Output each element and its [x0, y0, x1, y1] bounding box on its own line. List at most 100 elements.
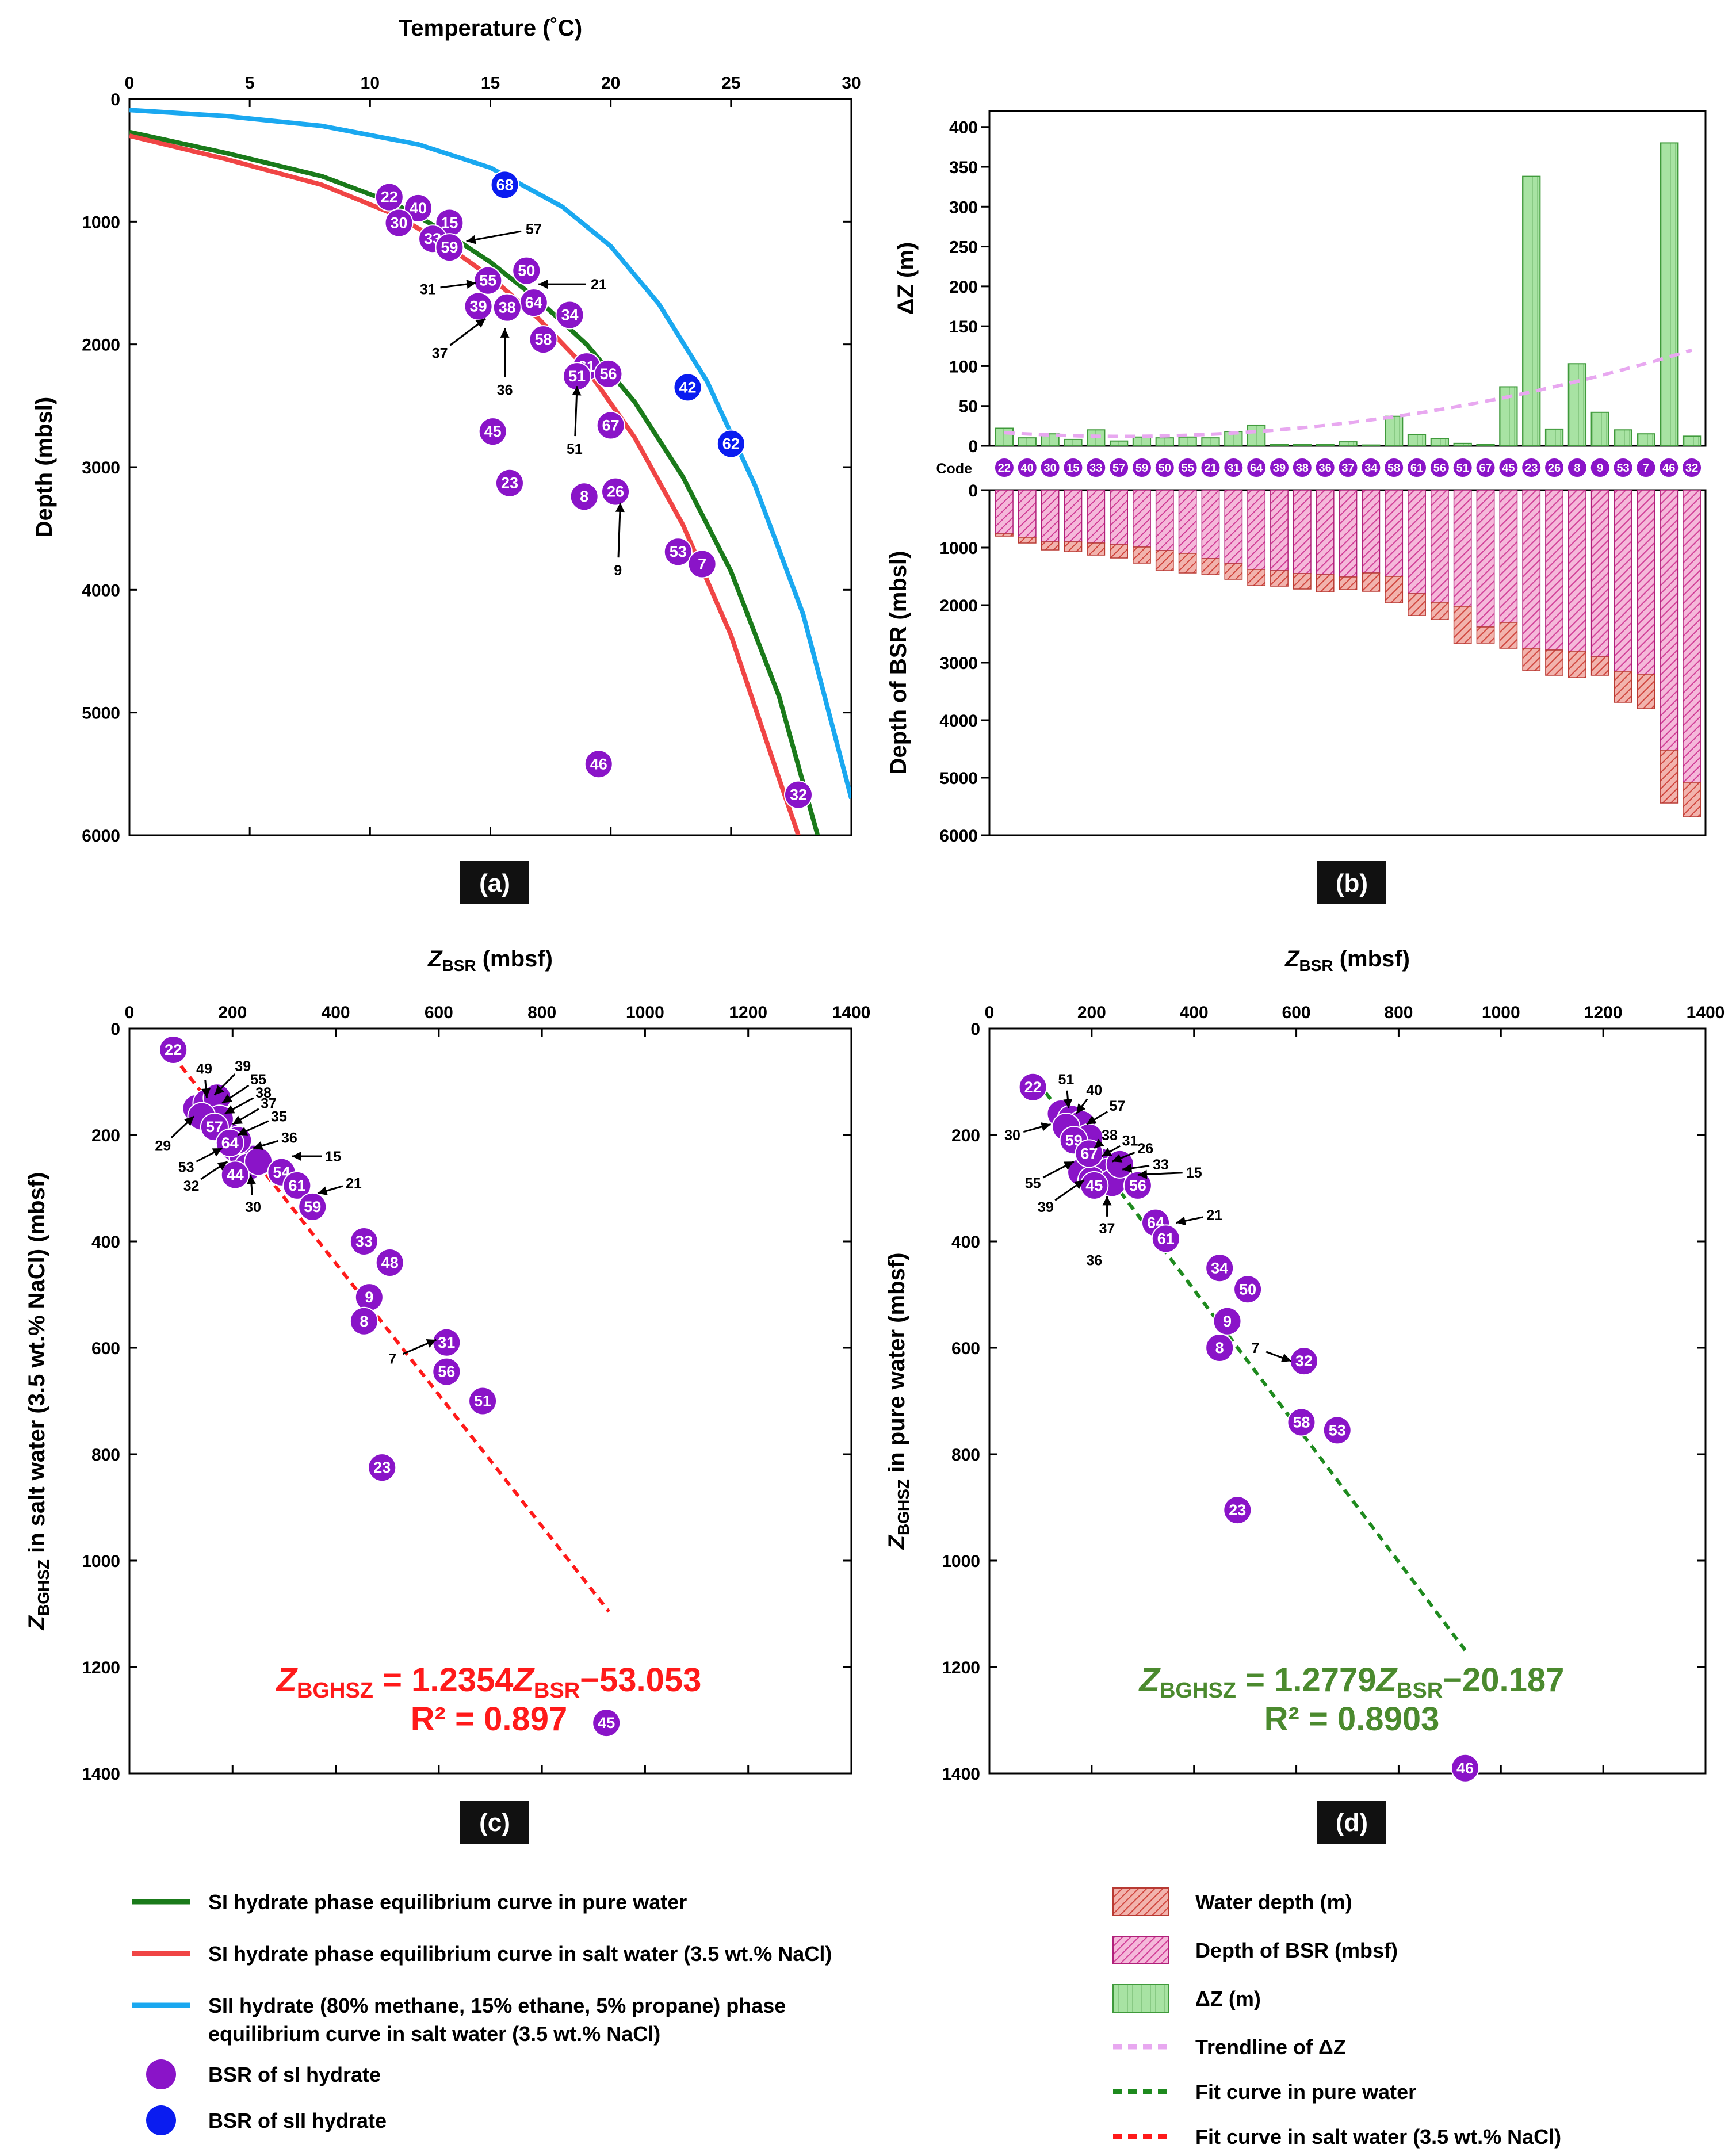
legend-label: Water depth (m)	[1195, 1890, 1352, 1914]
callout-arrow-d	[1063, 1090, 1073, 1108]
code-badge	[1200, 457, 1221, 478]
code-badge-label: 15	[1066, 462, 1079, 475]
bsr-point-c-circle	[282, 1171, 312, 1200]
bsr-point-a-circle	[555, 300, 584, 330]
bsr-point-c: 64	[215, 1128, 244, 1157]
x-axis-title-c: ZBSR (mbsf)	[427, 946, 553, 974]
code-badge-label: 53	[1616, 462, 1629, 475]
callout-arrow-d-head	[1073, 1180, 1084, 1190]
delta-z-bar	[1132, 436, 1152, 446]
bsr-point-d: 50	[1233, 1275, 1263, 1304]
x-tick-label-a: 30	[842, 74, 861, 93]
code-badge-circle	[1337, 457, 1359, 478]
x-tick-label-c: 1400	[832, 1003, 871, 1022]
code-badge	[1475, 457, 1496, 478]
y-tick-label-c: 200	[91, 1126, 120, 1145]
bsr-point-c-label: 61	[288, 1177, 305, 1194]
callout-label-a: 51	[567, 441, 583, 457]
bsr-depth-bar	[1683, 490, 1701, 783]
bsr-depth-bar	[1064, 490, 1083, 542]
fit-equation-c-part: Z	[512, 1661, 535, 1699]
bsr-depth-bar	[1385, 490, 1404, 577]
callout-arrow-c	[221, 1084, 250, 1104]
water-depth-bar	[1133, 546, 1151, 564]
bsr-point-a-circle	[687, 549, 717, 579]
bsr-point-d: 56	[1123, 1171, 1152, 1200]
bsr-point-a: 56	[594, 359, 623, 388]
bsr-depth-bar	[1476, 490, 1495, 628]
code-badge-label: 51	[1456, 462, 1469, 475]
fit-equation-c-part: BSR	[534, 1679, 580, 1703]
y-tick-label-d: 200	[951, 1126, 980, 1145]
bsr-point-c: 8	[349, 1306, 378, 1336]
x-axis-title-c-part: (mbsf)	[476, 946, 553, 972]
callout-arrow-a-head	[500, 328, 510, 338]
code-badge-label: 37	[1341, 462, 1354, 475]
bsr-point-a: 51	[563, 362, 592, 391]
bsr-depth-bar	[1637, 490, 1655, 675]
bsr-point-c: 33	[349, 1227, 378, 1256]
code-badge	[1039, 457, 1061, 478]
callout-label-d: 36	[1086, 1252, 1102, 1268]
y-tick-label-b-bottom: 5000	[939, 769, 978, 788]
bsr-point-c-label: 33	[355, 1233, 373, 1250]
callout-label-a: 31	[420, 282, 436, 298]
callout-arrow-a-head	[466, 235, 476, 244]
water-depth-bar	[1247, 569, 1266, 586]
bsr-point-c: 59	[298, 1192, 327, 1221]
bsr-point-c-circle	[468, 1386, 498, 1416]
bsr-point-d-label: 8	[1215, 1339, 1224, 1356]
code-badge-circle	[1062, 457, 1084, 478]
code-badge-circle	[1268, 457, 1290, 478]
callout-label-c: 55	[250, 1072, 266, 1088]
callout-arrow-d	[1137, 1169, 1183, 1179]
delta-z-bar	[1544, 428, 1564, 447]
bsr-point-a-label: 53	[670, 543, 687, 560]
legend-swatch-dot	[146, 2059, 176, 2089]
y-axis-title-d: ZBGHSZ in pure water (mbsf)	[884, 1253, 912, 1550]
bsr-depth-bar	[1316, 490, 1335, 575]
y-tick-label-d: 1400	[942, 1765, 980, 1784]
water-depth-bar	[1545, 649, 1563, 676]
fit-equation-d-part: = 1.2779	[1236, 1661, 1377, 1699]
y-tick-label-b-bottom: 1000	[939, 539, 978, 558]
callout-label-d: 33	[1153, 1157, 1169, 1173]
water-depth-bar	[1499, 622, 1518, 649]
fit-equation-c-part: Z	[276, 1661, 299, 1699]
callout-label-c: 39	[235, 1058, 251, 1075]
code-badge-label: 61	[1410, 462, 1423, 475]
code-badge	[1085, 457, 1107, 478]
bsr-point-a: 30	[384, 208, 414, 238]
bsr-point-c-circle	[432, 1357, 461, 1386]
code-badge	[1612, 457, 1634, 478]
callout-arrow-d	[1102, 1196, 1112, 1217]
code-badge-label: 32	[1685, 462, 1698, 475]
delta-z-bar	[1270, 444, 1289, 447]
water-depth-bar	[1155, 550, 1174, 571]
x-tick-label-d: 800	[1384, 1003, 1413, 1022]
bsr-point-d-circle	[1322, 1416, 1352, 1445]
delta-z-bar	[1247, 424, 1266, 447]
y-tick-label-d: 800	[951, 1446, 980, 1465]
y-tick-label-a: 1000	[82, 213, 120, 232]
callout-arrow-c-head	[318, 1186, 328, 1195]
code-badge	[1681, 457, 1703, 478]
bsr-point-d: 53	[1322, 1416, 1352, 1445]
bsr-point-a: 59	[435, 233, 464, 262]
bsr-point-a-label: 50	[518, 262, 535, 280]
delta-z-bar	[1064, 438, 1083, 447]
callout-arrow-c-head	[246, 1175, 256, 1184]
bsr-point-d-circle	[1213, 1306, 1242, 1336]
y-axis-title-d-part: in pure water (mbsf)	[884, 1253, 909, 1479]
callout-label-a: 9	[614, 563, 622, 579]
bsr-point-c: 48	[375, 1248, 404, 1277]
bsr-point-c-circle	[159, 1035, 188, 1064]
y-tick-label-a: 2000	[82, 336, 120, 355]
y-tick-label-a: 4000	[82, 581, 120, 600]
x-tick-label-a: 15	[481, 74, 500, 93]
code-badge-label: 9	[1597, 462, 1603, 475]
delta-z-bar	[995, 427, 1014, 446]
code-badge	[1429, 457, 1450, 478]
code-badge-circle	[1108, 457, 1130, 478]
x-tick-label-c: 1000	[626, 1003, 664, 1022]
